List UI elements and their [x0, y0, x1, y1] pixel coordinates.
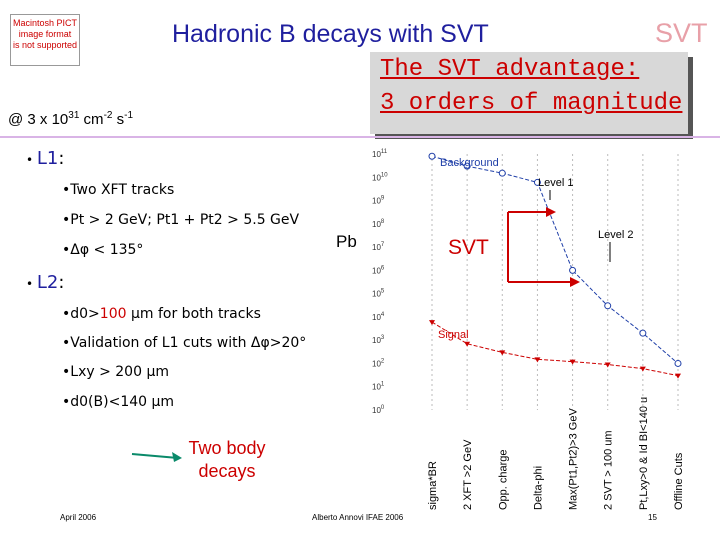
y-tick-label: 1010 — [372, 172, 388, 182]
footer-date: April 2006 — [60, 513, 97, 522]
y-tick-label: 101 — [372, 382, 385, 392]
level2-label: Level 2 — [598, 229, 633, 241]
l1-item: •Δφ < 135° — [62, 242, 144, 258]
svt-reduction-label: SVT — [448, 236, 489, 259]
chart-series — [428, 152, 682, 379]
y-tick-label: 105 — [372, 289, 385, 299]
l2-item-highlight: 100 — [99, 306, 127, 322]
x-category-label: 2 SVT > 100 um — [603, 430, 615, 510]
l2-item: •Validation of L1 cuts with Δφ>20° — [62, 335, 307, 351]
series-line-signal — [431, 321, 679, 377]
advantage-line-2: 3 orders of magnitude — [380, 90, 683, 117]
y-tick-label: 103 — [372, 335, 385, 345]
x-category-label: Offline Cuts — [673, 452, 685, 510]
data-point-signal — [534, 357, 541, 363]
x-category-label: 2 XFT >2 GeV — [462, 439, 474, 510]
data-point-signal — [569, 359, 576, 365]
x-category-label: Opp. charge — [497, 449, 509, 510]
svt-arrow-head-bottom-icon — [570, 277, 580, 287]
pict-text-1: Macintosh PICT — [12, 18, 78, 28]
svt-arrow-head-icon — [546, 207, 556, 217]
data-point-background — [533, 178, 541, 186]
level1-label: Level 1 — [538, 177, 573, 189]
rate-exp-3: -1 — [124, 110, 134, 121]
chart-y-ticks: 1011 1010 109 108 107 106 105 104 103 102 101 100 — [372, 149, 388, 415]
advantage-line-1: The SVT advantage: — [380, 56, 640, 83]
two-body-arrow-icon — [131, 452, 182, 462]
chart-annotations: Background Level 1 Level 2 Signal SVT — [438, 157, 633, 341]
data-point-background — [674, 359, 682, 367]
l1-label: L1 — [36, 148, 59, 169]
l2-item-text: Validation of L1 cuts with Δφ>20° — [70, 335, 307, 351]
l1-item: •Pt > 2 GeV; Pt1 + Pt2 > 5.5 GeV — [62, 212, 300, 228]
y-tick-label: 107 — [372, 242, 385, 252]
two-body-decays-label: Two body decays — [188, 438, 266, 481]
l2-item-text: d0(B)<140 μm — [70, 394, 175, 410]
l2-item-text: d0> — [70, 306, 100, 322]
slide-title: Hadronic B decays with SVT — [172, 20, 489, 48]
signal-label: Signal — [438, 329, 469, 341]
y-tick-label: 100 — [372, 405, 385, 415]
series-line-background — [431, 155, 679, 364]
x-category-label: Pt,Lxy>0 & Id BI<140 u — [638, 397, 650, 510]
y-tick-label: 104 — [372, 312, 385, 322]
data-point-signal — [499, 350, 506, 356]
background-label: Background — [440, 157, 499, 169]
header-divider — [0, 136, 720, 138]
footer-page-number: 15 — [648, 513, 657, 522]
y-tick-label: 108 — [372, 219, 385, 229]
pict-text-3: is not supported — [12, 40, 78, 50]
rate-prefix: @ 3 x 10 — [8, 111, 69, 128]
x-category-label: Max(Pt1,Pt2)>3 GeV — [568, 408, 580, 510]
advantage-callout: The SVT advantage: 3 orders of magnitude — [370, 52, 688, 134]
l1-item-text: Two XFT tracks — [70, 182, 175, 198]
l2-item-text-post: μm for both tracks — [126, 306, 261, 322]
pb-label: Pb — [336, 232, 357, 251]
y-tick-label: 106 — [372, 265, 385, 275]
chart-x-ticks: sigma*BR 2 XFT >2 GeV Opp. charge Delta-phi… — [427, 397, 685, 510]
rate-exp-1: 31 — [68, 110, 80, 121]
data-point-background — [498, 169, 506, 177]
footer-author: Alberto Annovi IFAE 2006 — [312, 513, 404, 522]
y-tick-label: 109 — [372, 196, 385, 206]
rate-unit-s: s — [112, 111, 125, 128]
unsupported-image-placeholder: Macintosh PICT image format is not suppo… — [10, 14, 80, 66]
rate-exp-2: -2 — [103, 110, 113, 121]
data-point-background — [604, 302, 612, 310]
data-point-background — [569, 266, 577, 274]
rate-unit-cm: cm — [79, 111, 104, 128]
y-tick-label: 1011 — [372, 149, 388, 159]
svt-logo: SVT — [655, 18, 708, 48]
l2-label: L2 — [36, 272, 59, 293]
y-tick-label: 102 — [372, 358, 385, 368]
data-point-signal — [429, 320, 435, 326]
data-point-background — [428, 152, 436, 160]
l1-item-text: Δφ < 135° — [70, 242, 144, 258]
data-point-signal — [639, 366, 646, 372]
l2-heading: • L2: — [26, 272, 65, 293]
x-category-label: sigma*BR — [427, 461, 439, 510]
data-point-signal — [604, 362, 611, 368]
l2-item-text: Lxy > 200 μm — [70, 364, 169, 380]
data-point-signal — [675, 373, 681, 379]
trigger-rate-chart: 1011 1010 109 108 107 106 105 104 103 102 101 100 s… — [372, 149, 685, 510]
data-point-background — [463, 162, 471, 170]
l2-item: •d0(B)<140 μm — [62, 394, 175, 410]
l2-item: •Lxy > 200 μm — [62, 364, 169, 380]
l2-item: •d0>100 μm for both tracks — [62, 306, 261, 322]
pict-text-2: image format — [18, 29, 72, 39]
data-point-background — [639, 329, 647, 337]
l1-item-text: Pt > 2 GeV; Pt1 + Pt2 > 5.5 GeV — [70, 212, 300, 228]
data-point-signal — [464, 341, 471, 347]
luminosity-label: @ 3 x 1031 cm-2 s-1 — [8, 110, 133, 128]
l1-item: •Two XFT tracks — [62, 182, 175, 198]
x-category-label: Delta-phi — [532, 466, 544, 510]
l1-heading: • L1: — [26, 148, 65, 169]
